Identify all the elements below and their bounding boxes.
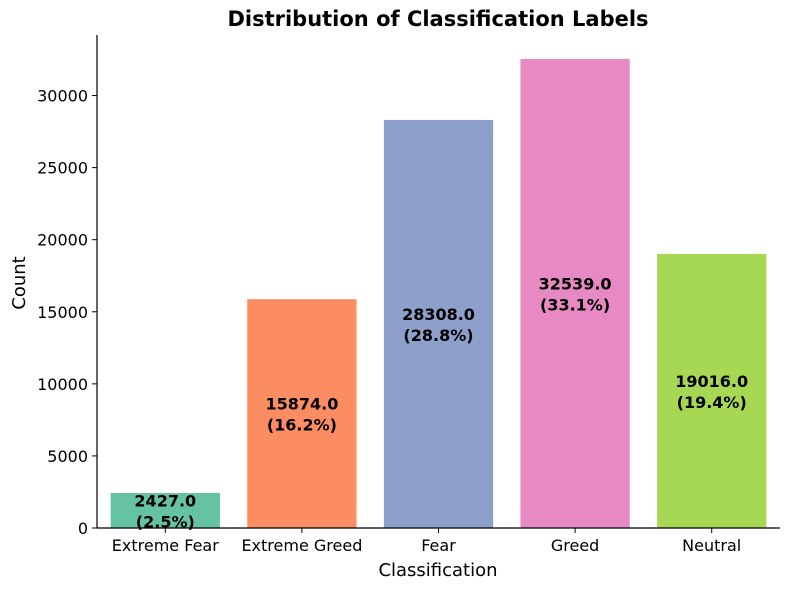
bar-greed (520, 58, 630, 528)
bar-percent-label: (16.2%) (267, 416, 337, 435)
chart-title: Distribution of Classification Labels (227, 7, 648, 31)
y-tick-label: 25000 (37, 159, 88, 178)
x-tick-label: Neutral (682, 536, 741, 555)
y-ticks-group: 0 5000 10000 15000 20000 25000 30000 (37, 87, 97, 538)
bar-value-label: 32539.0 (539, 274, 612, 293)
y-tick-label: 5000 (47, 447, 88, 466)
y-tick-label: 10000 (37, 375, 88, 394)
bar-value-label: 19016.0 (675, 372, 748, 391)
bar-extreme-greed (247, 299, 357, 528)
bar-percent-label: (28.8%) (403, 326, 473, 345)
y-axis-label: Count (9, 256, 30, 309)
bar-percent-label: (2.5%) (136, 513, 195, 532)
data-labels-group: 2427.0 (2.5%) 15874.0 (16.2%) 28308.0 (28.8%)… (134, 274, 748, 531)
bar-extreme-fear (110, 493, 220, 528)
bar-neutral (657, 253, 767, 528)
y-tick-label: 20000 (37, 231, 88, 250)
bar-percent-label: (33.1%) (540, 295, 610, 314)
x-tick-label: Extreme Fear (112, 536, 219, 555)
x-tick-label: Greed (551, 536, 599, 555)
bars-group (110, 58, 767, 528)
x-tick-label: Extreme Greed (241, 536, 362, 555)
bar-value-label: 28308.0 (402, 305, 475, 324)
bar-percent-label: (19.4%) (677, 393, 747, 412)
x-ticks-group: Extreme Fear Extreme Greed Fear Greed Neutra… (112, 528, 741, 555)
bar-value-label: 2427.0 (134, 492, 196, 511)
y-tick-label: 30000 (37, 87, 88, 106)
x-axis-label: Classification (378, 560, 497, 581)
bar-fear (383, 119, 494, 528)
y-tick-label: 0 (78, 519, 88, 538)
y-tick-label: 15000 (37, 303, 88, 322)
bar-value-label: 15874.0 (265, 395, 338, 414)
x-tick-label: Fear (421, 536, 456, 555)
